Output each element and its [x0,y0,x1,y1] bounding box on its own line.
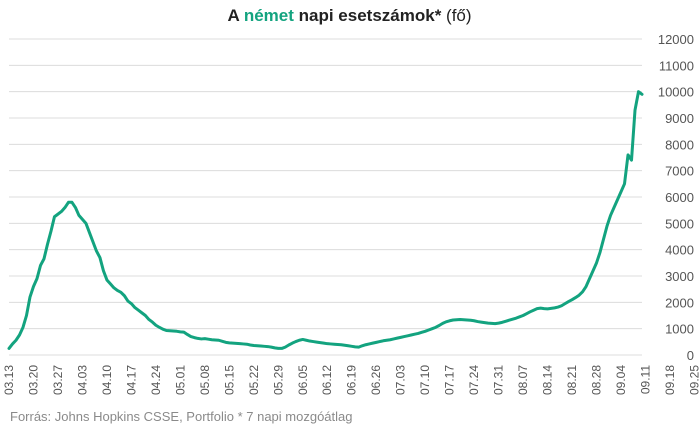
x-tick-label: 06.19 [345,365,359,395]
y-tick-label: 2000 [665,295,694,310]
gridlines [9,38,642,356]
x-tick-label: 05.29 [271,365,285,395]
series-line [7,90,644,350]
y-tick-label: 10000 [658,85,694,100]
title-prefix: A [227,6,244,25]
series-layer [7,90,644,350]
title-unit: (fő) [441,6,472,25]
x-tick-label: 04.24 [149,365,163,395]
y-tick-label: 9000 [665,111,694,126]
y-tick-label: 0 [687,348,694,363]
y-tick-label: 6000 [665,190,694,205]
x-tick-label: 07.10 [418,365,432,395]
x-tick-label: 05.01 [173,365,187,395]
x-tick-label: 08.07 [516,365,530,395]
x-tick-label: 05.22 [247,365,261,395]
x-tick-label: 05.15 [222,365,236,395]
y-tick-label: 5000 [665,216,694,231]
title-country: német [243,6,294,25]
x-tick-label: 06.26 [369,365,383,395]
x-tick-label: 03.27 [51,365,65,395]
x-tick-label: 09.04 [614,365,628,395]
y-tick-label: 11000 [659,58,694,73]
x-tick-label: 03.20 [27,365,41,395]
x-tick-label: 04.03 [75,365,89,395]
x-tick-label: 05.08 [198,365,212,395]
x-tick-label: 08.21 [565,365,579,395]
x-tick-label: 04.17 [124,365,138,395]
x-tick-label: 09.25 [688,365,699,395]
x-tick-label: 09.11 [639,365,653,394]
x-tick-label: 07.31 [492,365,506,395]
x-tick-label: 06.12 [320,365,334,395]
x-tick-label: 07.03 [394,365,408,395]
y-tick-label: 4000 [665,243,694,258]
y-tick-label: 1000 [665,322,694,337]
x-tick-label: 09.18 [663,365,677,395]
x-tick-label: 08.14 [541,365,555,395]
chart-title: A német napi esetszámok* (fő) [0,6,699,26]
source-note: Forrás: Johns Hopkins CSSE, Portfolio * … [10,409,353,424]
x-axis-ticks: 03.13 03.20 03.27 04.03 04.10 04.17 04.24 05.01… [2,365,699,395]
x-tick-label: 07.24 [467,365,481,395]
y-tick-label: 3000 [665,269,694,284]
y-tick-label: 12000 [658,32,694,47]
title-main: napi esetszámok* [293,6,442,25]
x-tick-label: 03.13 [2,365,16,395]
x-tick-label: 06.05 [296,365,310,395]
x-tick-label: 07.17 [443,365,457,395]
y-tick-label: 8000 [665,137,694,152]
y-tick-label: 7000 [665,164,694,179]
x-tick-label: 08.28 [590,365,604,395]
x-tick-label: 04.10 [100,365,114,395]
y-axis-ticks: 0 1000 2000 3000 4000 5000 6000 7000 8000 9000 100… [658,32,694,363]
